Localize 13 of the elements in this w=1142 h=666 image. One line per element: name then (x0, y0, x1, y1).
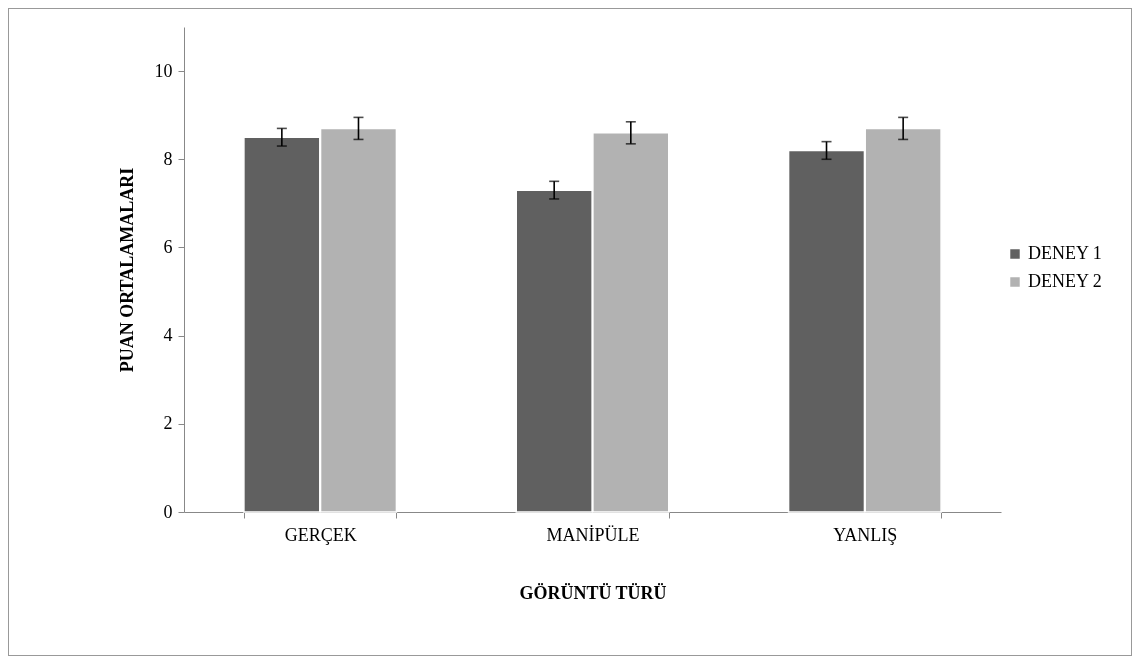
y-tick-label: 4 (163, 325, 173, 346)
y-tick-label: 6 (163, 236, 173, 257)
y-axis-title: PUAN ORTALAMALARI (116, 167, 137, 373)
legend-label: DENEY 2 (1028, 271, 1102, 291)
y-tick-label: 0 (163, 501, 173, 522)
y-tick-label: 8 (163, 148, 173, 169)
x-tick-label: GERÇEK (284, 524, 357, 545)
y-tick-label: 2 (163, 413, 173, 434)
y-tick-label: 10 (154, 60, 173, 81)
x-tick-label: YANLIŞ (833, 524, 898, 545)
x-axis-title: GÖRÜNTÜ TÜRÜ (519, 582, 667, 603)
legend-label: DENEY 1 (1028, 243, 1102, 263)
x-tick-label: MANİPÜLE (546, 524, 640, 545)
